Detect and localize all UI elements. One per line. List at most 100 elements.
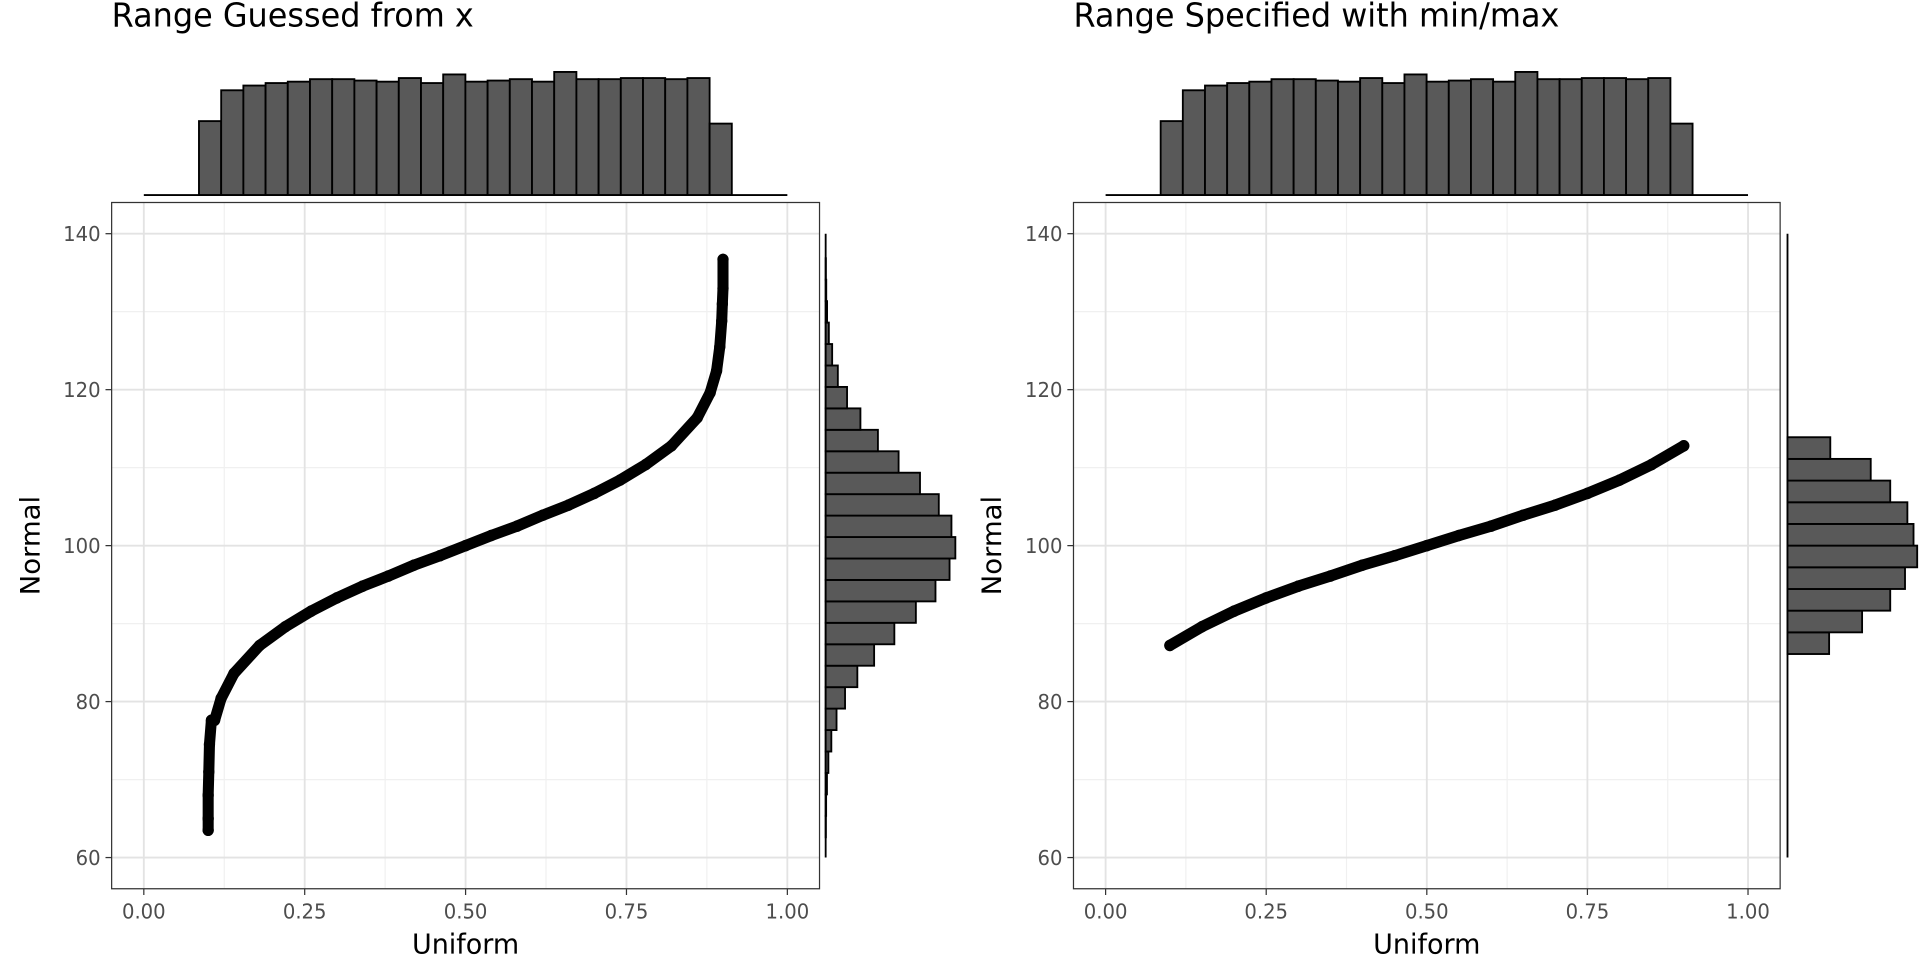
point — [1164, 639, 1176, 652]
x-tick-label: 0.50 — [444, 901, 488, 924]
point — [254, 639, 266, 652]
histogram-bar — [824, 300, 829, 324]
y-tick-label: 80 — [76, 691, 101, 714]
histogram-bar — [1381, 82, 1406, 196]
histogram-bar — [1248, 80, 1273, 196]
x-tick-label: 1.00 — [1726, 901, 1770, 924]
histogram-bar — [1786, 566, 1906, 590]
point — [1613, 474, 1626, 486]
x-tick-label: 0.50 — [1405, 901, 1449, 924]
histogram-bar — [508, 78, 533, 196]
histogram-bar — [397, 77, 422, 196]
histogram-bar — [1314, 79, 1339, 196]
y-tick-label: 100 — [63, 535, 100, 558]
point — [202, 824, 214, 837]
histogram-bar — [1337, 80, 1362, 196]
histogram-bar — [824, 278, 828, 303]
point — [1581, 487, 1594, 500]
point — [203, 766, 215, 778]
plot-border — [111, 201, 821, 890]
y-tick-label: 80 — [1037, 691, 1062, 714]
point — [665, 440, 678, 452]
histogram-bar — [824, 493, 940, 517]
histogram-bar — [1447, 79, 1472, 196]
histogram-bar — [1786, 609, 1864, 634]
point — [1517, 509, 1529, 521]
x-tick-label: 1.00 — [766, 901, 810, 924]
histogram-bar — [664, 78, 689, 196]
point — [331, 592, 343, 604]
histogram-bar — [1625, 78, 1650, 196]
panel: 0.00 0.25 0.50 0.75 1.00 60 80 100 120 140 Range G… — [15, 0, 957, 960]
histogram-bar — [1558, 78, 1583, 196]
y-tick-label: 60 — [76, 847, 101, 870]
histogram-bar — [824, 579, 937, 603]
point — [640, 458, 652, 471]
histogram-bar — [824, 536, 957, 560]
point — [382, 570, 395, 582]
point — [1292, 580, 1304, 592]
point — [1228, 605, 1240, 617]
point — [228, 667, 240, 680]
point — [1453, 529, 1465, 542]
histogram-bar — [824, 364, 839, 388]
point — [614, 474, 626, 486]
histogram-bar — [353, 79, 378, 196]
point — [202, 812, 214, 825]
histogram-bar — [1536, 78, 1561, 196]
point — [356, 580, 369, 592]
x-tick-label: 0.25 — [1244, 901, 1288, 924]
histogram-bar — [1292, 78, 1317, 196]
histogram-bar — [824, 750, 830, 774]
point — [716, 298, 728, 310]
histogram-bar — [824, 450, 900, 474]
y-tick-label: 140 — [63, 223, 100, 246]
histogram-bar — [686, 77, 711, 196]
histogram-bar — [1159, 120, 1184, 196]
point — [1549, 499, 1561, 511]
histogram-bar — [824, 643, 876, 667]
histogram-bar — [824, 686, 846, 710]
x-tick-label: 0.75 — [605, 901, 649, 924]
point — [279, 620, 292, 633]
point — [408, 559, 420, 571]
histogram-bar — [198, 120, 223, 196]
histogram-bar — [824, 471, 921, 496]
y-tick-label: 120 — [1025, 379, 1062, 402]
histogram-bar — [1786, 631, 1831, 655]
histogram-bar — [824, 664, 859, 689]
point — [305, 605, 317, 617]
point — [459, 539, 472, 552]
histogram-bar — [1669, 122, 1694, 196]
point — [716, 315, 728, 327]
y-tick-label: 120 — [63, 379, 100, 402]
histogram-bar — [1786, 479, 1892, 504]
x-tick-label: 0.00 — [122, 901, 166, 924]
histogram-bar — [486, 79, 511, 196]
histogram-bar — [264, 82, 289, 196]
histogram-bar — [1359, 77, 1384, 196]
histogram-bar — [1647, 77, 1672, 196]
point — [1389, 550, 1401, 562]
point — [704, 387, 716, 399]
point — [202, 789, 214, 801]
point — [511, 520, 523, 532]
histogram-bar — [824, 621, 896, 646]
point — [485, 529, 497, 542]
histogram-bar — [1786, 436, 1832, 460]
histogram-bar — [1492, 80, 1517, 196]
histogram-bar — [1270, 78, 1295, 196]
histogram-bar — [824, 514, 953, 538]
histogram-bar — [1470, 78, 1495, 196]
histogram-bar — [1425, 80, 1450, 196]
histogram-bar — [553, 71, 578, 196]
y-tick-label: 140 — [1025, 223, 1062, 246]
histogram-bar — [220, 89, 245, 196]
histogram-bar — [824, 600, 917, 624]
histogram-bar — [824, 707, 838, 731]
y-axis-title: Normal — [15, 496, 46, 595]
point — [1356, 559, 1369, 571]
histogram-bar — [331, 78, 356, 196]
point — [562, 499, 575, 511]
